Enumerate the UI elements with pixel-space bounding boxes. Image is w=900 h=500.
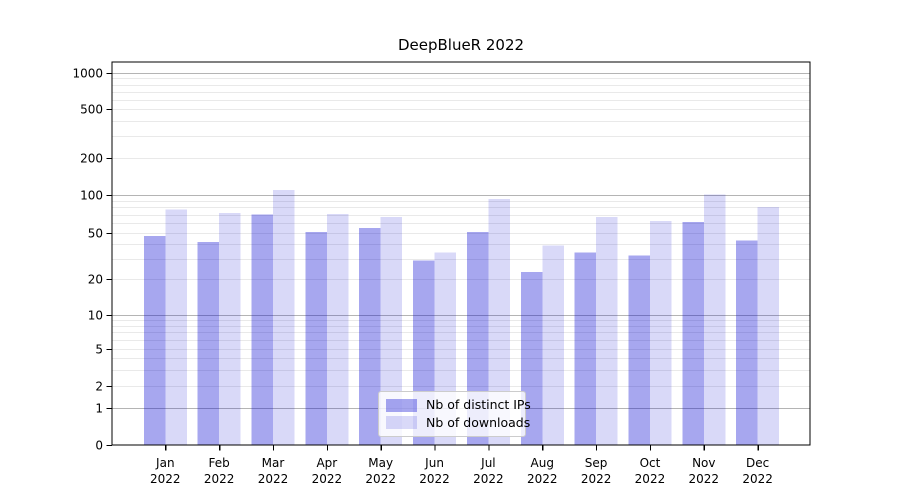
bar-downloads-sep xyxy=(596,216,618,445)
bar-ips-mar xyxy=(251,214,273,445)
y-tick-label: 200 xyxy=(80,152,103,166)
x-tick-label-year: 2022 xyxy=(204,472,235,486)
bar-downloads-nov xyxy=(703,194,726,445)
legend-label-downloads: Nb of downloads xyxy=(426,414,531,430)
bar-downloads-jul xyxy=(488,198,510,445)
bar-ips-dec xyxy=(736,240,758,445)
y-tick-label: 2 xyxy=(95,380,103,394)
legend-swatch-distinct-ips xyxy=(386,398,417,412)
bar-ips-nov xyxy=(682,222,704,445)
x-tick-label-year: 2022 xyxy=(312,472,343,486)
bar-downloads-jan xyxy=(165,209,187,445)
bar-ips-aug xyxy=(520,271,543,445)
bar-downloads-mar xyxy=(273,189,295,445)
x-tick-label-month: May xyxy=(368,456,393,470)
legend-label-distinct-ips: Nb of distinct IPs xyxy=(426,396,531,412)
y-tick-label: 1 xyxy=(95,402,103,416)
plot-border xyxy=(111,61,811,446)
x-tick-label-month: Jun xyxy=(424,456,444,470)
x-tick-label-year: 2022 xyxy=(635,472,666,486)
bar-ips-oct xyxy=(628,255,650,445)
x-tick-label-month: Jul xyxy=(480,456,495,470)
legend-item-downloads: Nb of downloads xyxy=(386,416,530,430)
bar-downloads-apr xyxy=(326,213,349,445)
x-tick-label-month: Feb xyxy=(209,456,230,470)
bar-ips-sep xyxy=(574,252,597,445)
bar-downloads-oct xyxy=(649,221,672,445)
x-tick-label-month: Mar xyxy=(262,456,285,470)
x-tick-label-year: 2022 xyxy=(581,472,612,486)
x-tick-label-year: 2022 xyxy=(742,472,773,486)
x-tick-label-year: 2022 xyxy=(419,472,450,486)
y-tick-label: 20 xyxy=(88,273,103,287)
x-tick-label-year: 2022 xyxy=(365,472,396,486)
chart-title: DeepBlueR 2022 xyxy=(397,36,525,54)
y-tick-label: 5 xyxy=(95,343,103,357)
bar-ips-apr xyxy=(305,231,327,445)
legend-swatch-downloads xyxy=(386,416,417,430)
x-tick-label-month: Sep xyxy=(585,456,608,470)
bar-ips-may xyxy=(359,227,381,445)
y-tick-label: 500 xyxy=(80,103,103,117)
y-tick-label: 50 xyxy=(88,227,103,241)
x-tick-label-month: Jan xyxy=(155,456,175,470)
bar-downloads-dec xyxy=(757,207,780,445)
bar-downloads-feb xyxy=(219,213,241,445)
bar-downloads-aug xyxy=(542,245,564,445)
x-tick-label-year: 2022 xyxy=(689,472,720,486)
x-tick-label-month: Dec xyxy=(746,456,769,470)
legend: Nb of distinct IPs Nb of downloads xyxy=(378,391,531,437)
x-tick-label-month: Oct xyxy=(640,456,661,470)
legend-item-distinct-ips: Nb of distinct IPs xyxy=(386,398,531,412)
bar-downloads-may xyxy=(380,216,403,445)
x-tick-label-year: 2022 xyxy=(527,472,558,486)
y-tick-label: 1000 xyxy=(72,67,103,81)
x-tick-label-month: Apr xyxy=(316,456,337,470)
y-tick-label: 10 xyxy=(88,309,103,323)
x-tick-label-year: 2022 xyxy=(473,472,504,486)
x-tick-label-month: Aug xyxy=(531,456,554,470)
bar-ips-jan xyxy=(143,236,166,445)
y-tick-label: 0 xyxy=(95,439,103,453)
x-tick-label-month: Nov xyxy=(692,456,715,470)
bar-ips-feb xyxy=(197,241,220,445)
x-tick-label-year: 2022 xyxy=(150,472,181,486)
x-tick-label-year: 2022 xyxy=(258,472,289,486)
y-tick-label: 100 xyxy=(80,189,103,203)
